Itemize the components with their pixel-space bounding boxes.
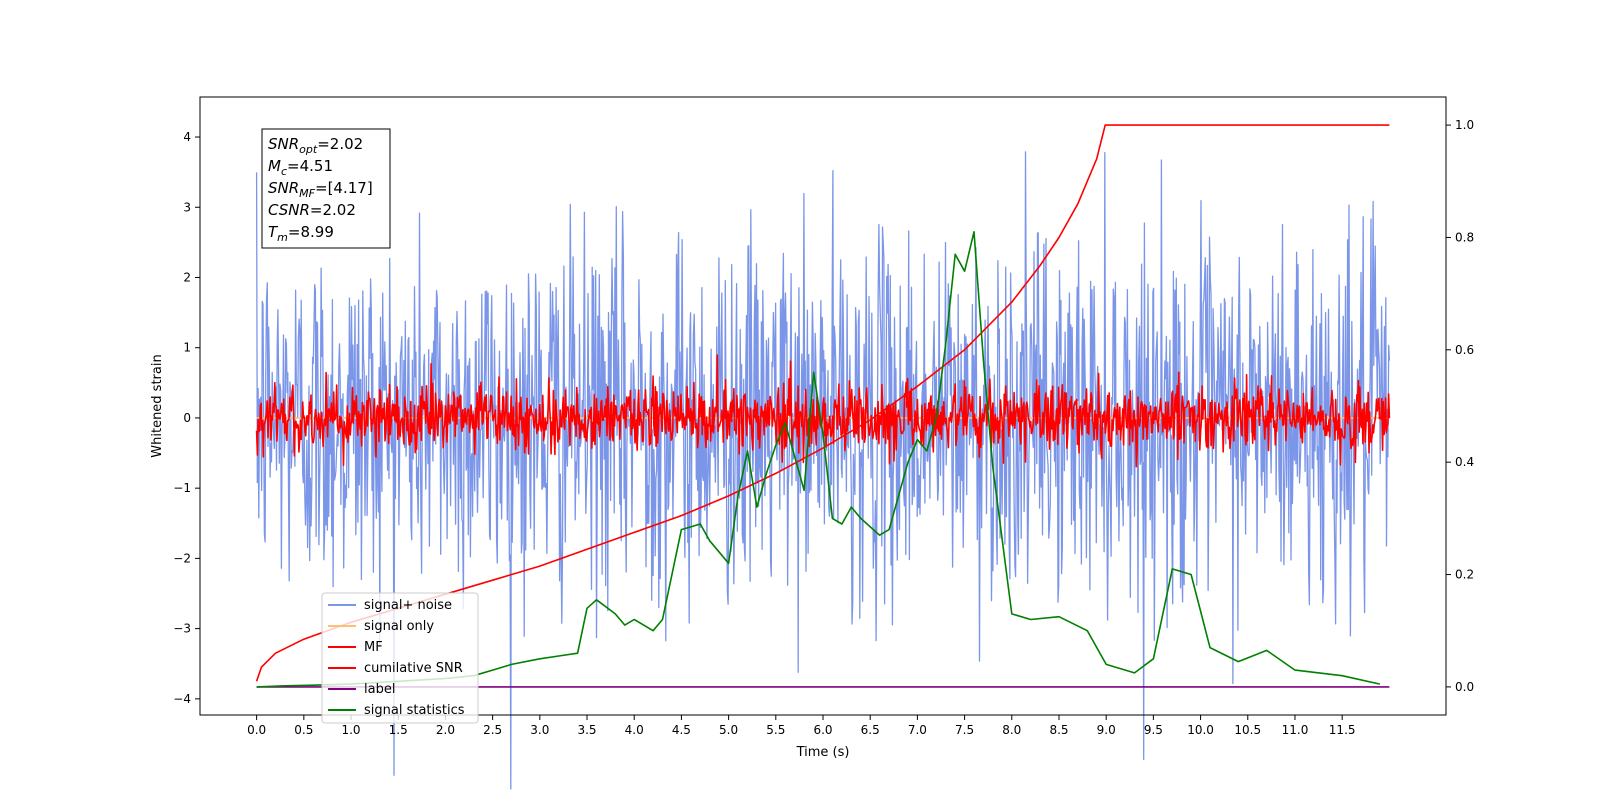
x-tick-label: 3.5 — [577, 723, 596, 737]
y-tick-label: −3 — [173, 622, 191, 636]
x-tick-label: 2.5 — [483, 723, 502, 737]
y-tick-label: 1 — [183, 341, 191, 355]
annotation-line: CSNR=2.02 — [268, 201, 356, 219]
y-axis-label: Whitened strain — [150, 354, 165, 457]
legend: signal+ noise signal only MF cumilative SNR… — [321, 592, 479, 724]
legend-entry: signal statistics — [364, 703, 465, 718]
annotation-frame — [261, 128, 391, 249]
y-axis-left: 4 3 2 1 0 −1 −2 −3 −4 — [173, 130, 200, 706]
legend-entry: label — [364, 682, 395, 697]
x-tick-label: 11.5 — [1329, 723, 1356, 737]
legend-entry: signal+ noise — [364, 598, 452, 613]
x-tick-label: 7.0 — [908, 723, 927, 737]
x-tick-label: 6.0 — [813, 723, 832, 737]
annotation-line: SNRopt=2.02 — [268, 135, 363, 156]
series-line-2 — [255, 354, 1391, 468]
x-tick-label: 9.0 — [1097, 723, 1116, 737]
x-tick-label: 8.5 — [1049, 723, 1068, 737]
y2-tick-label: 0.6 — [1455, 343, 1474, 357]
x-tick-label: 1.0 — [341, 723, 360, 737]
legend-entry: MF — [364, 640, 383, 655]
x-tick-label: 0.5 — [294, 723, 313, 737]
y-axis-right: 1.0 0.8 0.6 0.4 0.2 0.0 — [1446, 118, 1474, 694]
x-tick-label: 1.5 — [389, 723, 408, 737]
y2-tick-label: 0.8 — [1455, 230, 1474, 244]
x-axis: 0.0 0.5 1.0 1.5 2.0 2.5 3.0 3.5 4.0 4.5 5.0 5.5 6.0 6… — [247, 715, 1356, 737]
x-tick-label: 0.0 — [247, 723, 266, 737]
x-tick-label: 10.5 — [1234, 723, 1261, 737]
y2-tick-label: 0.4 — [1455, 455, 1474, 469]
y-tick-label: 0 — [183, 411, 191, 425]
x-tick-label: 11.0 — [1282, 723, 1309, 737]
annotation-line: Mc=4.51 — [268, 157, 333, 178]
x-tick-label: 5.0 — [719, 723, 738, 737]
x-tick-label: 10.0 — [1187, 723, 1214, 737]
x-tick-label: 4.5 — [672, 723, 691, 737]
x-tick-label: 8.0 — [1002, 723, 1021, 737]
y2-tick-label: 1.0 — [1455, 118, 1474, 132]
y-tick-label: −2 — [173, 551, 191, 565]
legend-entry: signal only — [364, 619, 434, 634]
legend-entry: cumilative SNR — [364, 661, 463, 676]
annotation-line: SNRMF=[4.17] — [268, 179, 373, 200]
series-line-5 — [256, 231, 1381, 688]
x-tick-label: 5.5 — [766, 723, 785, 737]
y2-tick-label: 0.2 — [1455, 568, 1474, 582]
y-tick-label: −1 — [173, 481, 191, 495]
x-tick-label: 7.5 — [955, 723, 974, 737]
x-tick-label: 6.5 — [861, 723, 880, 737]
y-tick-label: −4 — [173, 692, 191, 706]
legend-frame — [321, 592, 479, 724]
y-tick-label: 2 — [183, 270, 191, 284]
annotation-line: Tm=8.99 — [268, 223, 334, 244]
x-axis-label: Time (s) — [796, 745, 850, 760]
x-tick-label: 9.5 — [1144, 723, 1163, 737]
y-tick-label: 4 — [183, 130, 191, 144]
y2-tick-label: 0.0 — [1455, 680, 1474, 694]
x-tick-label: 2.0 — [436, 723, 455, 737]
x-tick-label: 4.0 — [625, 723, 644, 737]
y-tick-label: 3 — [183, 200, 191, 214]
x-tick-label: 3.0 — [530, 723, 549, 737]
